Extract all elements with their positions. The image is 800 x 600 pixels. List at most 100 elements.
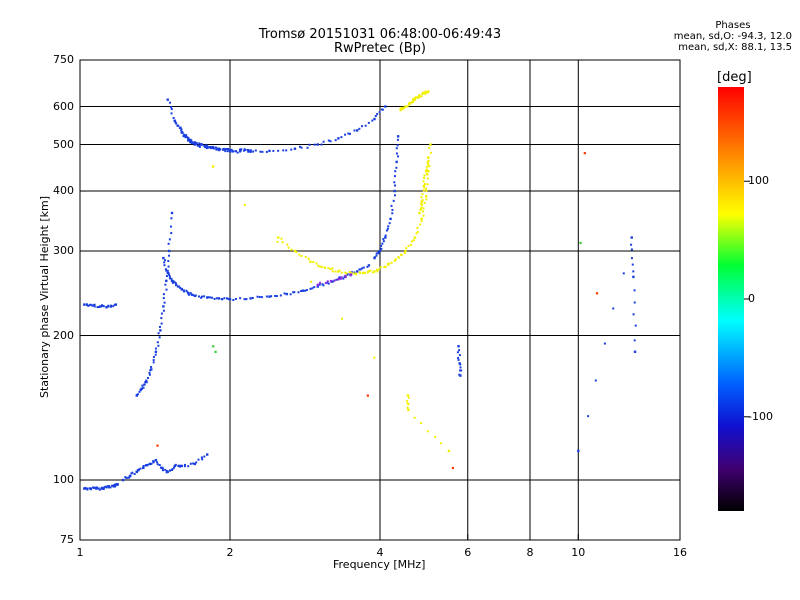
data-point [172, 280, 175, 283]
data-point [333, 279, 336, 282]
data-point [112, 305, 115, 308]
data-point [423, 201, 426, 204]
x-tick-label: 8 [526, 546, 534, 559]
data-point [127, 476, 130, 479]
data-point [424, 195, 428, 198]
data-point [172, 117, 175, 120]
data-point [102, 305, 105, 308]
colorbar-ticks [744, 180, 750, 418]
data-point [422, 180, 425, 183]
data-point [395, 160, 398, 164]
data-point [107, 304, 110, 307]
data-point [170, 112, 173, 115]
data-point [633, 301, 636, 304]
x-axis-ticks [79, 534, 681, 540]
data-point [425, 198, 428, 201]
data-point [315, 262, 318, 265]
data-point [320, 265, 323, 268]
data-point [407, 244, 410, 247]
data-point [412, 101, 415, 104]
data-point [287, 246, 290, 249]
data-point [630, 236, 633, 239]
data-point [366, 265, 369, 268]
data-point [176, 285, 179, 288]
data-point [307, 257, 310, 260]
data-point [293, 291, 296, 294]
data-point [249, 149, 252, 152]
data-point [154, 459, 157, 462]
x-tick-label: 1 [76, 546, 84, 559]
data-point [232, 299, 235, 302]
data-point [131, 471, 134, 474]
data-point [373, 117, 376, 121]
data-point [111, 484, 114, 487]
data-point [234, 297, 237, 300]
data-point [459, 366, 462, 369]
data-point [170, 279, 174, 283]
data-point [364, 124, 367, 127]
data-point [384, 105, 387, 108]
data-point [139, 388, 142, 391]
data-point [427, 90, 430, 93]
data-point [205, 145, 209, 148]
data-point [275, 295, 278, 298]
data-point [256, 295, 259, 298]
data-point [254, 149, 257, 152]
data-point [422, 214, 425, 217]
data-point [344, 133, 347, 136]
phase-stats: Phases mean, sd,O: -94.3, 12.0 mean, sd,… [674, 20, 792, 53]
data-point [373, 270, 376, 273]
data-point [259, 150, 262, 153]
data-point [424, 90, 427, 93]
data-point [632, 270, 635, 273]
data-point [329, 279, 332, 282]
data-point [316, 283, 319, 287]
data-point [179, 126, 182, 129]
data-point [334, 270, 337, 273]
data-point [320, 143, 323, 146]
data-point [447, 449, 451, 453]
data-point [193, 141, 197, 144]
data-point [380, 244, 383, 247]
data-point [105, 486, 108, 489]
data-point [240, 148, 243, 151]
data-point [232, 150, 235, 153]
data-point [393, 189, 396, 193]
data-point [171, 281, 174, 284]
data-point [162, 305, 165, 308]
data-point [396, 135, 400, 138]
data-point [595, 292, 599, 295]
data-point [189, 139, 192, 142]
data-point [337, 137, 340, 140]
data-point [98, 488, 101, 491]
data-point [187, 139, 190, 142]
data-point [116, 483, 119, 486]
data-point [209, 145, 212, 148]
data-point [101, 305, 104, 308]
data-point [129, 475, 132, 478]
data-point [340, 276, 343, 279]
data-point [212, 145, 215, 148]
data-point [162, 256, 165, 260]
data-point [161, 469, 164, 472]
data-point [161, 467, 164, 470]
data-point [285, 149, 288, 152]
data-point [203, 455, 206, 458]
data-point [313, 286, 316, 289]
data-point [114, 485, 117, 488]
data-point [420, 422, 423, 425]
data-point [277, 236, 280, 239]
data-point [380, 247, 383, 250]
data-point [420, 95, 423, 98]
data-point [304, 255, 307, 258]
data-point [163, 264, 166, 267]
phase-heading: Phases [715, 20, 751, 31]
data-point [95, 487, 98, 490]
x-axis-label: Frequency [MHz] [333, 558, 426, 571]
data-point [378, 249, 382, 253]
data-point [228, 148, 232, 152]
data-point [96, 306, 99, 309]
data-point [160, 317, 163, 320]
data-point [301, 289, 305, 292]
data-point [632, 313, 635, 316]
